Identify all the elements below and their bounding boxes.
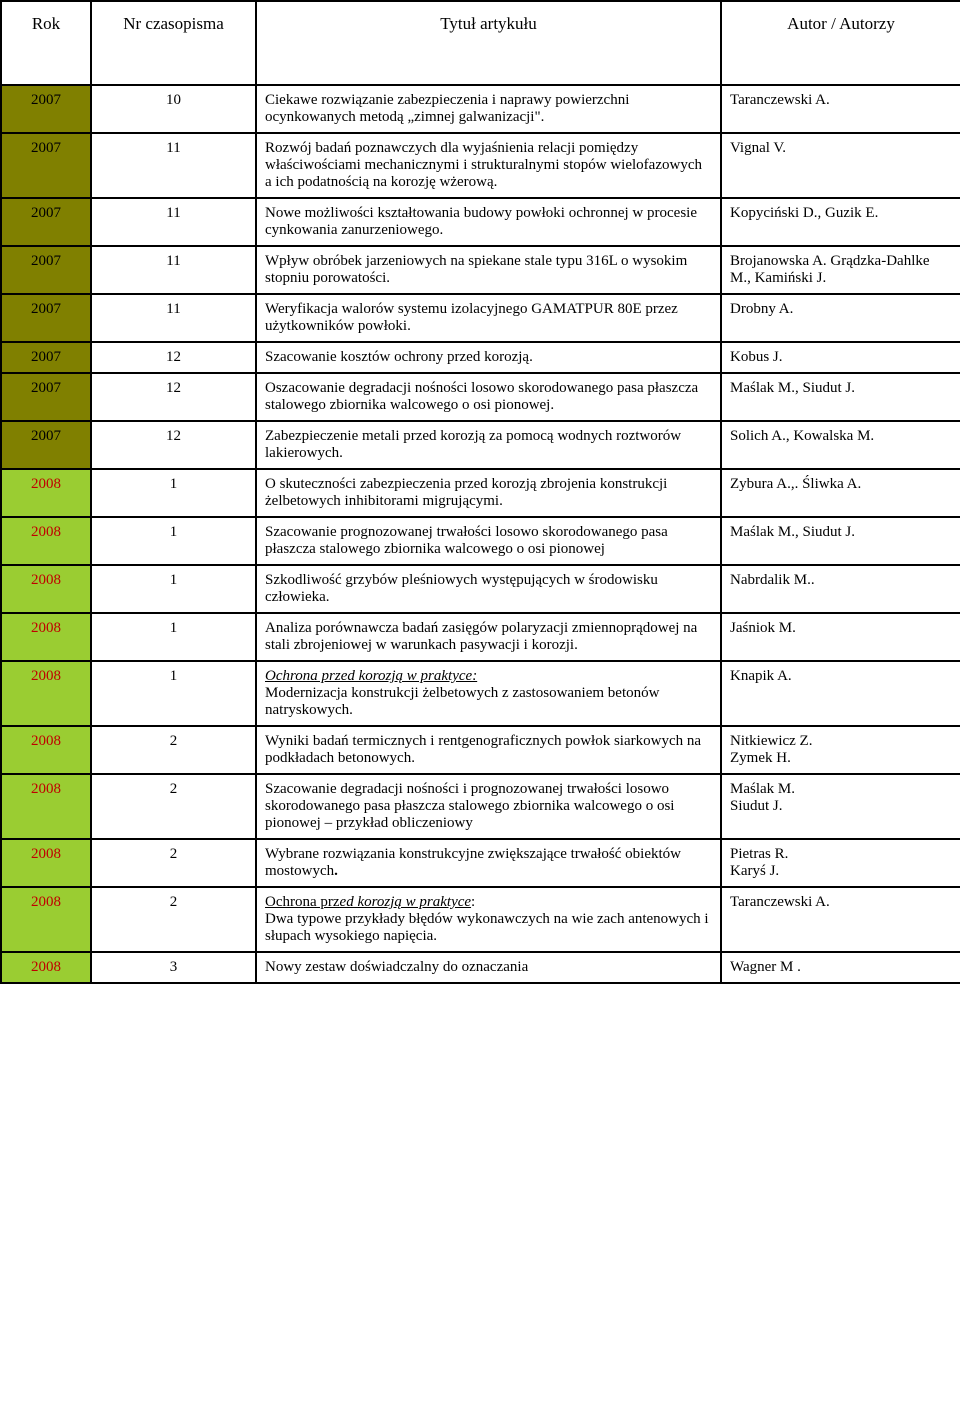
cell-author: Taranczewski A. xyxy=(721,85,960,133)
cell-author: Taranczewski A. xyxy=(721,887,960,952)
cell-issue-number: 12 xyxy=(91,373,256,421)
cell-issue-number: 11 xyxy=(91,133,256,198)
cell-title: Ciekawe rozwiązanie zabezpieczenia i nap… xyxy=(256,85,721,133)
cell-year: 2008 xyxy=(1,726,91,774)
cell-year: 2008 xyxy=(1,774,91,839)
cell-author: Maślak M.Siudut J. xyxy=(721,774,960,839)
cell-issue-number: 2 xyxy=(91,839,256,887)
cell-year: 2007 xyxy=(1,133,91,198)
cell-year: 2008 xyxy=(1,952,91,983)
cell-issue-number: 1 xyxy=(91,613,256,661)
cell-title: Rozwój badań poznawczych dla wyjaśnienia… xyxy=(256,133,721,198)
cell-author: Nitkiewicz Z.Zymek H. xyxy=(721,726,960,774)
cell-issue-number: 12 xyxy=(91,342,256,373)
cell-issue-number: 11 xyxy=(91,246,256,294)
cell-author: Nabrdalik M.. xyxy=(721,565,960,613)
table-row: 200711Wpływ obróbek jarzeniowych na spie… xyxy=(1,246,960,294)
cell-year: 2008 xyxy=(1,517,91,565)
cell-title: Szacowanie prognozowanej trwałości losow… xyxy=(256,517,721,565)
header-rok: Rok xyxy=(1,1,91,85)
cell-title: Szacowanie kosztów ochrony przed korozją… xyxy=(256,342,721,373)
table-row: 200711Rozwój badań poznawczych dla wyjaś… xyxy=(1,133,960,198)
header-nr: Nr czasopisma xyxy=(91,1,256,85)
table-row: 20081Analiza porównawcza badań zasięgów … xyxy=(1,613,960,661)
cell-year: 2007 xyxy=(1,373,91,421)
cell-issue-number: 2 xyxy=(91,726,256,774)
cell-title: Nowy zestaw doświadczalny do oznaczania xyxy=(256,952,721,983)
table-row: 20082Wybrane rozwiązania konstrukcyjne z… xyxy=(1,839,960,887)
table-row: 20081Szacowanie prognozowanej trwałości … xyxy=(1,517,960,565)
cell-author: Pietras R.Karyś J. xyxy=(721,839,960,887)
cell-author: Solich A., Kowalska M. xyxy=(721,421,960,469)
table-row: 20081Szkodliwość grzybów pleśniowych wys… xyxy=(1,565,960,613)
articles-table: Rok Nr czasopisma Tytuł artykułu Autor /… xyxy=(0,0,960,984)
cell-title: Oszacowanie degradacji nośności losowo s… xyxy=(256,373,721,421)
cell-title: Analiza porównawcza badań zasięgów polar… xyxy=(256,613,721,661)
cell-year: 2007 xyxy=(1,421,91,469)
cell-author: Kopyciński D., Guzik E. xyxy=(721,198,960,246)
table-header-row: Rok Nr czasopisma Tytuł artykułu Autor /… xyxy=(1,1,960,85)
cell-year: 2007 xyxy=(1,85,91,133)
cell-title: Zabezpieczenie metali przed korozją za p… xyxy=(256,421,721,469)
cell-issue-number: 1 xyxy=(91,661,256,726)
cell-title: Szacowanie degradacji nośności i prognoz… xyxy=(256,774,721,839)
cell-year: 2007 xyxy=(1,294,91,342)
cell-author: Brojanowska A. Grądzka-Dahlke M., Kamińs… xyxy=(721,246,960,294)
cell-year: 2008 xyxy=(1,839,91,887)
cell-title: Ochrona przed korozją w praktyce:Dwa typ… xyxy=(256,887,721,952)
cell-issue-number: 11 xyxy=(91,198,256,246)
table-row: 200710Ciekawe rozwiązanie zabezpieczenia… xyxy=(1,85,960,133)
cell-year: 2008 xyxy=(1,887,91,952)
cell-author: Knapik A. xyxy=(721,661,960,726)
cell-author: Maślak M., Siudut J. xyxy=(721,373,960,421)
header-autor: Autor / Autorzy xyxy=(721,1,960,85)
table-row: 20081O skuteczności zabezpieczenia przed… xyxy=(1,469,960,517)
cell-year: 2007 xyxy=(1,246,91,294)
table-row: 20081Ochrona przed korozją w praktyce:Mo… xyxy=(1,661,960,726)
table-row: 200711Nowe możliwości kształtowania budo… xyxy=(1,198,960,246)
cell-title: Wpływ obróbek jarzeniowych na spiekane s… xyxy=(256,246,721,294)
cell-year: 2008 xyxy=(1,613,91,661)
cell-author: Jaśniok M. xyxy=(721,613,960,661)
cell-year: 2007 xyxy=(1,198,91,246)
cell-issue-number: 1 xyxy=(91,517,256,565)
cell-title: Nowe możliwości kształtowania budowy pow… xyxy=(256,198,721,246)
header-tytul: Tytuł artykułu xyxy=(256,1,721,85)
table-row: 20082Szacowanie degradacji nośności i pr… xyxy=(1,774,960,839)
cell-author: Vignal V. xyxy=(721,133,960,198)
cell-issue-number: 11 xyxy=(91,294,256,342)
cell-issue-number: 2 xyxy=(91,774,256,839)
cell-author: Wagner M . xyxy=(721,952,960,983)
cell-title: Szkodliwość grzybów pleśniowych występuj… xyxy=(256,565,721,613)
cell-issue-number: 3 xyxy=(91,952,256,983)
table-row: 20082Ochrona przed korozją w praktyce:Dw… xyxy=(1,887,960,952)
cell-title: Wybrane rozwiązania konstrukcyjne zwięks… xyxy=(256,839,721,887)
cell-year: 2008 xyxy=(1,661,91,726)
cell-title: Ochrona przed korozją w praktyce:Moderni… xyxy=(256,661,721,726)
cell-author: Kobus J. xyxy=(721,342,960,373)
cell-issue-number: 1 xyxy=(91,469,256,517)
cell-author: Drobny A. xyxy=(721,294,960,342)
cell-title: O skuteczności zabezpieczenia przed koro… xyxy=(256,469,721,517)
cell-title: Weryfikacja walorów systemu izolacyjnego… xyxy=(256,294,721,342)
cell-issue-number: 1 xyxy=(91,565,256,613)
table-row: 200712Oszacowanie degradacji nośności lo… xyxy=(1,373,960,421)
table-row: 20082Wyniki badań termicznych i rentgeno… xyxy=(1,726,960,774)
table-row: 200712Szacowanie kosztów ochrony przed k… xyxy=(1,342,960,373)
cell-year: 2007 xyxy=(1,342,91,373)
cell-year: 2008 xyxy=(1,469,91,517)
cell-issue-number: 12 xyxy=(91,421,256,469)
cell-year: 2008 xyxy=(1,565,91,613)
table-row: 20083Nowy zestaw doświadczalny do oznacz… xyxy=(1,952,960,983)
cell-author: Maślak M., Siudut J. xyxy=(721,517,960,565)
cell-issue-number: 10 xyxy=(91,85,256,133)
table-row: 200712Zabezpieczenie metali przed korozj… xyxy=(1,421,960,469)
cell-issue-number: 2 xyxy=(91,887,256,952)
table-row: 200711Weryfikacja walorów systemu izolac… xyxy=(1,294,960,342)
cell-title: Wyniki badań termicznych i rentgenografi… xyxy=(256,726,721,774)
cell-author: Zybura A.,. Śliwka A. xyxy=(721,469,960,517)
